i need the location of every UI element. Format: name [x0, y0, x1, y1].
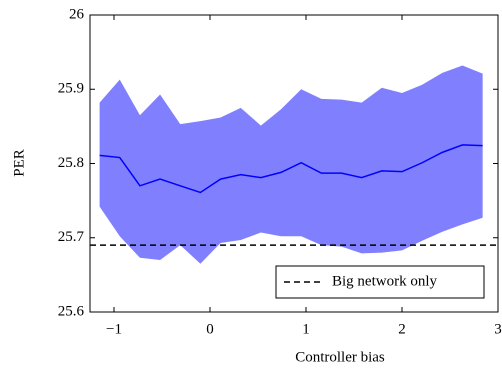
x-tick-label: 1 [302, 321, 310, 337]
x-tick-label: −1 [106, 321, 122, 337]
y-tick-label: 25.7 [58, 229, 85, 245]
x-tick-label: 3 [494, 321, 502, 337]
legend-box [275, 265, 485, 299]
band [99, 65, 483, 264]
legend-label: Big network only [332, 273, 437, 289]
y-tick-label: 25.8 [58, 155, 84, 171]
x-axis-label: Controller bias [295, 349, 385, 365]
y-tick-label: 25.9 [58, 81, 84, 97]
y-tick-label: 26 [69, 6, 85, 22]
x-tick-label: 0 [206, 321, 214, 337]
mean-line [99, 144, 483, 194]
y-axis-label: PER [11, 149, 27, 177]
x-tick-label: 2 [398, 321, 406, 337]
y-tick-label: 25.6 [58, 303, 85, 319]
